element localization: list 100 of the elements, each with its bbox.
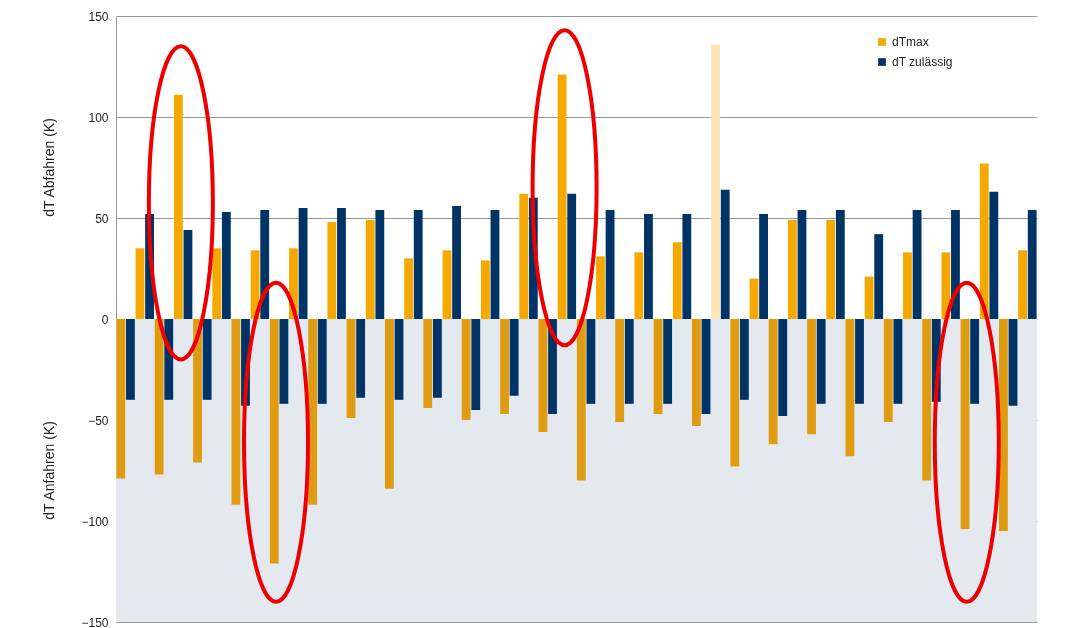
bar — [960, 319, 970, 530]
bar — [701, 319, 711, 414]
bar — [202, 319, 212, 400]
bar — [864, 276, 874, 319]
bar — [807, 319, 816, 435]
bar — [490, 209, 500, 319]
y-axis-title: dT Abfahren (K) — [41, 118, 57, 217]
bar — [423, 319, 433, 408]
bar — [845, 319, 855, 457]
bar — [394, 319, 404, 400]
bar — [154, 319, 164, 475]
bar — [308, 319, 318, 505]
bar — [183, 230, 193, 319]
bar — [1027, 209, 1037, 319]
bar — [461, 319, 471, 420]
bar — [730, 319, 740, 467]
bar — [816, 319, 826, 404]
bar — [749, 278, 759, 319]
y-tick-label: −150 — [81, 615, 109, 628]
bar — [173, 94, 183, 319]
bar — [519, 193, 529, 319]
bar — [356, 319, 366, 398]
bar — [413, 209, 423, 319]
bar — [576, 319, 586, 481]
bar — [768, 319, 778, 445]
bar — [663, 319, 673, 404]
bar — [922, 319, 932, 481]
bar — [989, 191, 999, 319]
bar — [903, 252, 912, 319]
bar — [365, 220, 375, 319]
bar — [586, 319, 596, 404]
bar — [682, 213, 692, 319]
bar — [337, 207, 346, 319]
bar — [999, 319, 1008, 532]
bar — [979, 163, 989, 319]
bar — [269, 319, 279, 564]
bar — [951, 209, 960, 319]
bar — [279, 319, 289, 404]
legend-label: dTmax — [892, 35, 929, 49]
bar — [596, 256, 605, 319]
bar — [375, 209, 385, 319]
bar — [739, 319, 749, 400]
bar — [500, 319, 509, 414]
bar — [797, 209, 807, 319]
bar — [893, 319, 903, 404]
text: dT Anfahren (K) — [41, 421, 57, 520]
bar — [212, 248, 222, 319]
bar — [135, 248, 145, 319]
bar — [509, 319, 519, 396]
bar — [442, 250, 452, 319]
bar — [615, 319, 625, 423]
y-tick-label: 50 — [95, 211, 109, 226]
bar — [432, 319, 442, 398]
bar — [874, 234, 884, 319]
y-tick-label: 0 — [101, 312, 109, 327]
bar — [193, 319, 202, 463]
bar — [538, 319, 548, 433]
bar — [250, 250, 260, 319]
bar — [471, 319, 481, 410]
bar — [644, 213, 653, 319]
y-tick-label: 100 — [88, 110, 109, 125]
bar — [116, 319, 126, 479]
bar — [452, 205, 461, 319]
bar — [826, 220, 836, 319]
bar — [835, 209, 845, 319]
bar — [327, 222, 337, 319]
bar — [567, 193, 577, 319]
bar — [778, 319, 788, 416]
bar — [125, 319, 135, 400]
bar — [385, 319, 394, 489]
bar — [970, 319, 980, 404]
bar — [1018, 250, 1028, 319]
bar — [404, 258, 414, 319]
bar — [624, 319, 634, 404]
bar — [672, 242, 682, 319]
bar — [298, 207, 308, 319]
bar — [480, 260, 490, 319]
bar — [1008, 319, 1018, 406]
bar — [260, 209, 270, 319]
bar — [221, 211, 231, 319]
bar — [711, 44, 721, 319]
bar — [692, 319, 701, 427]
bar — [883, 319, 893, 423]
bar — [346, 319, 356, 418]
bar — [231, 319, 241, 505]
bar — [912, 209, 922, 319]
bar — [557, 74, 567, 319]
bar — [317, 319, 327, 404]
bar — [787, 220, 797, 319]
bar — [720, 189, 730, 319]
bar — [605, 209, 615, 319]
bar — [941, 252, 951, 319]
bar — [634, 252, 644, 319]
bar — [855, 319, 864, 404]
y-tick-label: −100 — [81, 514, 109, 529]
bar — [759, 213, 768, 319]
bar — [548, 319, 557, 414]
y-tick-label: 150 — [88, 9, 109, 24]
y-tick-label: −50 — [88, 413, 109, 428]
bar — [653, 319, 663, 414]
